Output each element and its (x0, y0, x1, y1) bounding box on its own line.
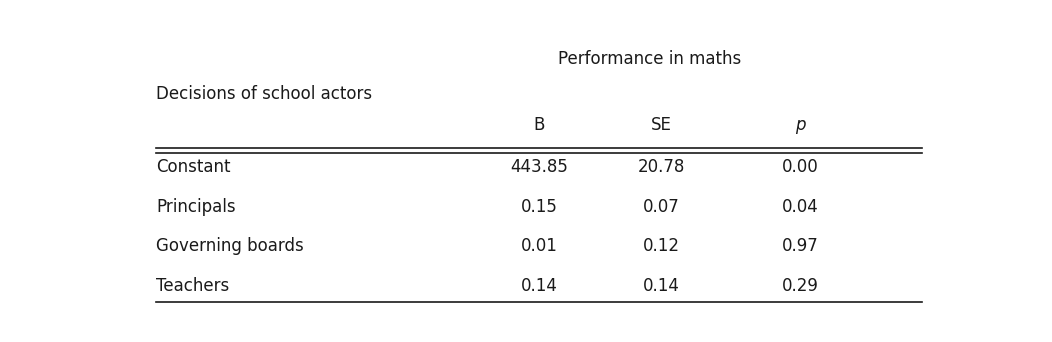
Text: 0.12: 0.12 (643, 237, 680, 255)
Text: 0.14: 0.14 (643, 277, 680, 295)
Text: Decisions of school actors: Decisions of school actors (156, 85, 372, 103)
Text: 0.15: 0.15 (521, 198, 558, 216)
Text: 0.01: 0.01 (521, 237, 558, 255)
Text: 0.14: 0.14 (521, 277, 558, 295)
Text: 20.78: 20.78 (638, 158, 685, 176)
Text: Teachers: Teachers (156, 277, 229, 295)
Text: SE: SE (651, 116, 672, 134)
Text: B: B (533, 116, 545, 134)
Text: p: p (795, 116, 805, 134)
Text: 0.04: 0.04 (782, 198, 818, 216)
Text: Constant: Constant (156, 158, 230, 176)
Text: Performance in maths: Performance in maths (558, 51, 741, 68)
Text: Governing boards: Governing boards (156, 237, 304, 255)
Text: Principals: Principals (156, 198, 236, 216)
Text: 0.00: 0.00 (782, 158, 818, 176)
Text: 0.97: 0.97 (782, 237, 818, 255)
Text: 443.85: 443.85 (510, 158, 568, 176)
Text: 0.29: 0.29 (782, 277, 818, 295)
Text: 0.07: 0.07 (643, 198, 680, 216)
